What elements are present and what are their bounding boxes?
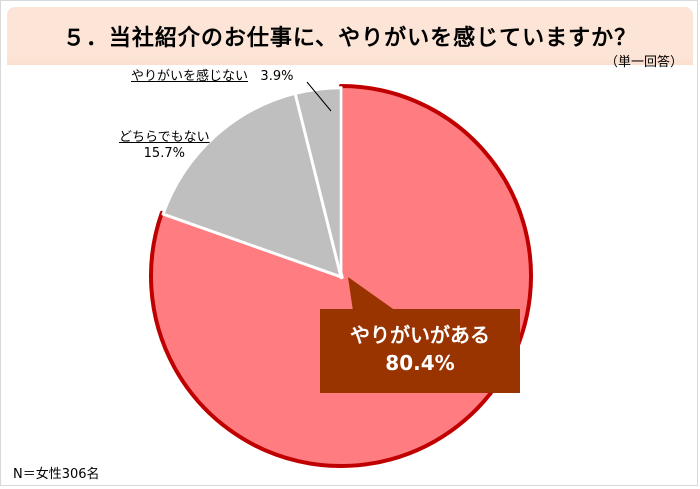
slice-label-text: やりがいがある (350, 323, 490, 347)
slice-value-label: 3.9% (260, 69, 294, 84)
pie-slice-neither (161, 91, 344, 279)
slice-value-label: 80.4% (385, 351, 455, 375)
slice-label-neither: どちらでもない 15.7% (119, 130, 210, 162)
title-bar: ５．当社紹介のお仕事に、やりがいを感じていますか？ (7, 7, 693, 65)
page-title: ５．当社紹介のお仕事に、やりがいを感じていますか？ (62, 26, 638, 51)
slice-label-text: やりがいを感じない (131, 69, 249, 84)
callout-pointer (348, 277, 396, 311)
pie-slice-no-motivation (293, 86, 343, 280)
callout-motivated: やりがいがある 80.4% (320, 309, 520, 393)
slice-label-no-motivation: やりがいを感じない 3.9% (131, 69, 293, 85)
slice-label-text: どちらでもない (119, 130, 210, 145)
slice-value-label: 15.7% (143, 146, 185, 161)
sample-size-footnote: N＝女性306名 (13, 467, 100, 482)
leader-line (306, 81, 332, 112)
answer-type-note: （単一回答） (604, 55, 683, 70)
